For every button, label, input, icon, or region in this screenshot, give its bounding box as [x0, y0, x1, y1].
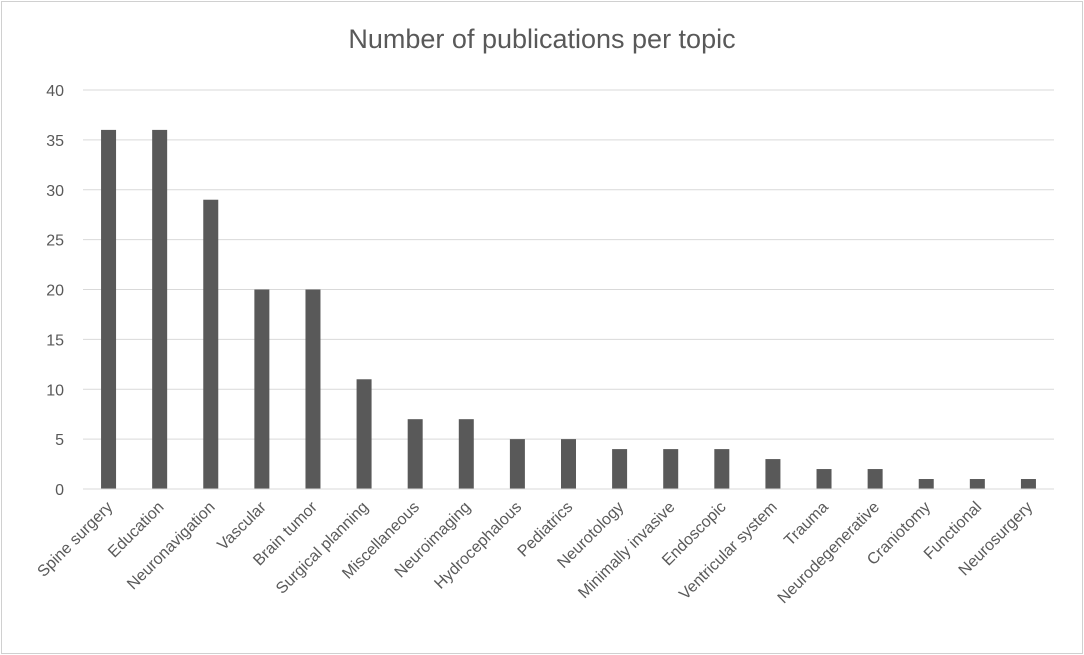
bars	[101, 129, 1036, 489]
x-tick-label: Hydrocephalous	[431, 499, 525, 593]
y-tick-label: 10	[46, 382, 64, 399]
y-tick-label: 30	[46, 183, 64, 200]
chart-title: Number of publications per topic	[348, 24, 736, 54]
x-tick-label: Surgical planning	[273, 499, 372, 598]
bar	[407, 419, 423, 489]
bar	[101, 129, 117, 489]
bar	[765, 459, 781, 489]
bar	[203, 199, 219, 489]
y-axis-ticks: 0 5 10 15 20 25 30 35 40	[46, 83, 64, 499]
bar	[663, 449, 679, 489]
bar	[152, 129, 168, 489]
bar	[1020, 479, 1036, 489]
bar	[714, 449, 730, 489]
x-tick-label: Minimally invasive	[575, 499, 678, 602]
bar	[356, 379, 372, 489]
y-tick-label: 35	[46, 133, 64, 150]
bar	[918, 479, 934, 489]
bar	[816, 469, 832, 489]
x-axis-labels: Spine surgeryEducationNeuronavigationVas…	[35, 498, 1037, 607]
bar	[867, 469, 883, 489]
x-tick-label: Spine surgery	[35, 499, 117, 581]
x-tick-label: Ventricular system	[676, 499, 780, 603]
bar	[969, 479, 985, 489]
y-tick-label: 25	[46, 233, 64, 250]
bar	[305, 289, 321, 489]
bar	[612, 449, 628, 489]
x-tick-label: Trauma	[781, 499, 832, 550]
bar	[561, 439, 576, 489]
y-tick-label: 0	[55, 482, 64, 499]
bar	[458, 419, 474, 489]
x-tick-label: Neuronavigation	[124, 499, 218, 593]
y-tick-label: 40	[46, 83, 64, 100]
y-tick-label: 20	[46, 283, 64, 300]
y-tick-label: 5	[55, 432, 64, 449]
y-tick-label: 15	[46, 332, 64, 349]
gridlines	[83, 89, 1054, 440]
bar	[509, 439, 525, 489]
bar	[254, 289, 270, 489]
